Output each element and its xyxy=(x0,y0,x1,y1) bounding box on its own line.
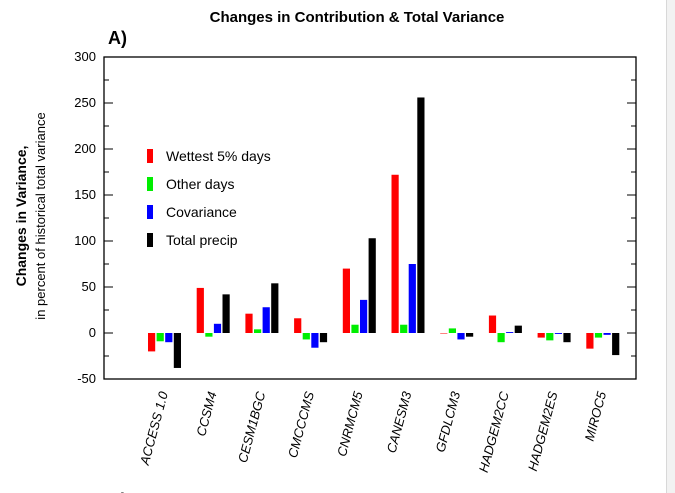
legend-label: Total precip xyxy=(166,232,238,248)
bar xyxy=(603,333,611,335)
bar xyxy=(497,333,505,343)
y-tick-label: 0 xyxy=(89,325,96,340)
plot-area: -50 0 50 100 150 200 250 300 ACCESS 1.0 CCSM4 CESM… xyxy=(74,49,637,474)
bar xyxy=(400,324,408,333)
bar xyxy=(302,333,310,340)
x-tick-label: CESM1BGC xyxy=(235,389,269,464)
bar xyxy=(271,283,279,333)
y-tick-label: -50 xyxy=(77,371,96,386)
bar xyxy=(254,329,262,333)
bar xyxy=(546,333,554,341)
y-tick-label: 300 xyxy=(74,49,96,64)
bar xyxy=(351,324,359,333)
bar xyxy=(612,333,620,356)
y-tick-label: 150 xyxy=(74,187,96,202)
x-tick-label: HADGEM2ES xyxy=(525,390,561,473)
bar xyxy=(368,238,376,333)
bar xyxy=(342,268,350,333)
bar xyxy=(554,333,562,334)
x-tick-label: CCSM4 xyxy=(193,390,219,438)
x-tick-label: ACCESS 1.0 xyxy=(137,389,171,467)
legend-swatch xyxy=(147,149,153,163)
bar xyxy=(417,97,425,333)
bar xyxy=(205,333,213,337)
legend-label: Covariance xyxy=(166,204,237,220)
bar xyxy=(173,333,181,368)
legend-label: Wettest 5% days xyxy=(166,148,271,164)
legend-label: Other days xyxy=(166,176,234,192)
bar xyxy=(408,264,416,333)
x-tick-label: CANESM3 xyxy=(384,389,415,454)
y-tick-label: 200 xyxy=(74,141,96,156)
bar xyxy=(391,174,399,333)
bar xyxy=(457,333,465,340)
x-tick-label: GFDLCM3 xyxy=(433,389,464,454)
legend-swatch xyxy=(147,205,153,219)
bar xyxy=(537,333,545,338)
legend-swatch xyxy=(147,233,153,247)
bar xyxy=(165,333,173,343)
bar xyxy=(466,333,474,337)
bar xyxy=(586,333,594,349)
y-tick-label: 250 xyxy=(74,95,96,110)
scrollbar[interactable] xyxy=(666,0,675,493)
x-tick-label: CNRMCM5 xyxy=(334,389,366,458)
bar xyxy=(222,294,230,333)
bar xyxy=(440,333,448,334)
bar xyxy=(156,333,164,342)
bar xyxy=(563,333,571,343)
bar xyxy=(294,318,302,333)
chart-title: Changes in Contribution & Total Variance xyxy=(210,9,505,26)
bar xyxy=(506,332,514,333)
next-panel-label: B) xyxy=(108,490,127,493)
bar xyxy=(245,313,253,333)
legend-swatch xyxy=(147,177,153,191)
bar xyxy=(262,307,270,333)
x-tick-label: CMCCCMS xyxy=(285,390,317,460)
panel-label: A) xyxy=(108,28,127,48)
bar xyxy=(319,333,328,343)
bar xyxy=(594,333,603,338)
x-tick-label: MIROC5 xyxy=(582,389,610,442)
bar xyxy=(514,325,522,333)
bar xyxy=(148,333,156,352)
bar xyxy=(196,287,204,333)
legend: Wettest 5% days Other days Covariance Total… xyxy=(147,148,271,248)
y-tick-label: 100 xyxy=(74,233,96,248)
bar xyxy=(488,315,497,333)
y-tick-label: 50 xyxy=(82,279,96,294)
y-axis-sublabel: in percent of historical total variance xyxy=(33,112,48,319)
y-axis-label: Changes in Variance, xyxy=(13,146,29,287)
bar xyxy=(311,333,319,348)
bar xyxy=(448,328,456,333)
bar xyxy=(360,299,368,333)
x-tick-label: HADGEM2CC xyxy=(476,389,512,474)
bar xyxy=(213,323,222,333)
